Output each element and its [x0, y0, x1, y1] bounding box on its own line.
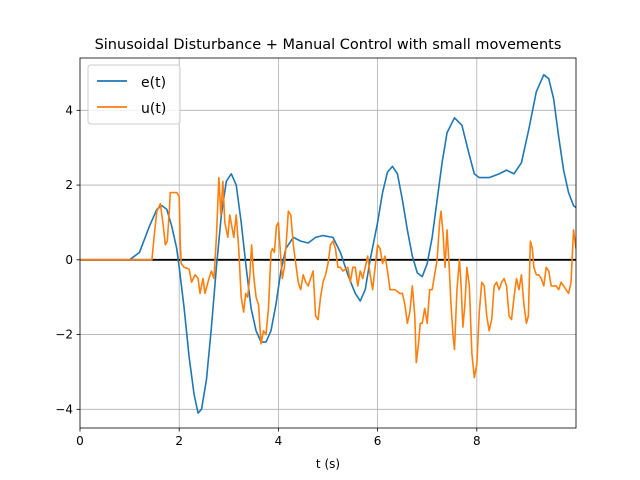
y-tick-label: 0	[65, 253, 73, 267]
legend-box	[87, 64, 181, 125]
x-tick-label: 6	[374, 434, 382, 448]
y-tick-label: −2	[55, 328, 73, 342]
chart-title: Sinusoidal Disturbance + Manual Control …	[95, 37, 562, 53]
plot-area-frame	[79, 57, 577, 429]
x-axis-label: t (s)	[316, 457, 340, 471]
legend-label-e: e(t)	[141, 75, 166, 91]
series-line-u	[80, 176, 576, 379]
x-axis-ticks: 0 2 4 6 8	[76, 428, 481, 448]
series-lines	[80, 74, 576, 414]
series-line-e	[80, 74, 576, 414]
legend-label-u: u(t)	[141, 101, 166, 117]
y-tick-label: 2	[65, 178, 73, 192]
x-tick-label: 0	[76, 434, 84, 448]
y-tick-label: −4	[55, 402, 73, 416]
y-tick-label: 4	[65, 103, 73, 117]
x-tick-label: 2	[175, 434, 183, 448]
y-axis-ticks: −4 −2 0 2 4	[55, 103, 80, 416]
x-tick-label: 4	[275, 434, 283, 448]
legend: e(t) u(t)	[87, 64, 181, 125]
x-tick-label: 8	[473, 434, 481, 448]
